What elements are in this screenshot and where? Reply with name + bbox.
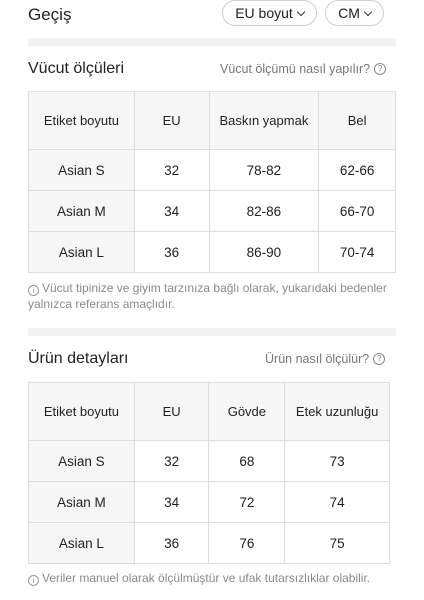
- product-details-table: Etiket boyutu EU Gövde Etek uzunluğu Asi…: [28, 382, 390, 564]
- table-cell: 70-74: [318, 231, 396, 273]
- column-header: Etek uzunluğu: [284, 382, 390, 441]
- size-label-cell: Asian L: [28, 522, 135, 564]
- info-circle-icon: i: [28, 575, 39, 587]
- chevron-down-icon: [363, 7, 373, 16]
- table-cell: 76: [208, 522, 286, 564]
- product-details-title: Ürün detayları: [28, 350, 129, 367]
- column-header: Etiket boyutu: [28, 91, 135, 150]
- table-cell: 34: [133, 190, 210, 232]
- body-measure-help-text: Vücut ölçümü nasıl yapılır?: [220, 62, 371, 76]
- table-cell: 36: [133, 522, 210, 564]
- size-system-dropdown[interactable]: EU boyut: [222, 0, 317, 26]
- column-header: EU: [133, 91, 210, 150]
- body-measurements-note-text: Vücut tipinize ve giyim tarzınıza bağlı …: [28, 281, 387, 311]
- table-cell: 66-70: [318, 190, 396, 232]
- table-cell: 34: [133, 481, 210, 523]
- table-cell: 72: [208, 481, 286, 523]
- table-header-row: Etiket boyutu EU Baskın yapmak Bel: [28, 91, 396, 150]
- column-header: EU: [133, 382, 210, 441]
- size-label-cell: Asian S: [28, 149, 135, 191]
- column-header: Baskın yapmak: [208, 91, 320, 150]
- product-details-note: i Veriler manuel olarak ölçülmüştür ve uf…: [28, 571, 388, 587]
- table-cell: 78-82: [208, 149, 320, 191]
- product-measure-help-text: Ürün nasıl ölçülür?: [265, 352, 370, 366]
- chevron-down-icon: [296, 7, 306, 16]
- table-cell: 82-86: [208, 190, 320, 232]
- size-label-cell: Asian M: [28, 190, 135, 232]
- table-row: Asian S 32 78-82 62-66: [28, 149, 396, 191]
- table-row: Asian S 32 68 73: [28, 440, 390, 482]
- table-cell: 75: [284, 522, 390, 564]
- unit-value: CM: [338, 5, 360, 21]
- column-header: Bel: [318, 91, 396, 150]
- table-cell: 32: [133, 149, 210, 191]
- column-header: Gövde: [208, 382, 286, 441]
- table-row: Asian L 36 86-90 70-74: [28, 231, 396, 273]
- body-measurements-table: Etiket boyutu EU Baskın yapmak Bel Asian…: [28, 91, 396, 273]
- table-cell: 86-90: [208, 231, 320, 273]
- body-measure-help-link[interactable]: Vücut ölçümü nasıl yapılır? ?: [220, 62, 387, 76]
- table-header-row: Etiket boyutu EU Gövde Etek uzunluğu: [28, 382, 390, 441]
- table-cell: 32: [133, 440, 210, 482]
- table-cell: 74: [284, 481, 390, 523]
- table-cell: 73: [284, 440, 390, 482]
- size-label-cell: Asian S: [28, 440, 135, 482]
- table-row: Asian M 34 82-86 66-70: [28, 190, 396, 232]
- unit-dropdown[interactable]: CM: [325, 0, 384, 26]
- product-details-note-text: Veriler manuel olarak ölçülmüştür ve ufa…: [42, 571, 371, 585]
- column-header: Etiket boyutu: [28, 382, 135, 441]
- section-divider: [28, 38, 396, 46]
- info-circle-icon: i: [28, 285, 39, 297]
- body-measurements-note: i Vücut tipinize ve giyim tarzınıza bağlı…: [28, 281, 388, 312]
- size-label-cell: Asian M: [28, 481, 135, 523]
- question-circle-icon: ?: [374, 63, 387, 75]
- top-bar: Geçiş EU boyut CM: [0, 0, 424, 30]
- table-cell: 62-66: [318, 149, 396, 191]
- size-system-value: EU boyut: [235, 5, 293, 21]
- body-measurements-title: Vücut ölçüleri: [28, 60, 125, 77]
- table-cell: 36: [133, 231, 210, 273]
- table-row: Asian L 36 76 75: [28, 522, 390, 564]
- section-divider: [28, 328, 396, 336]
- product-measure-help-link[interactable]: Ürün nasıl ölçülür? ?: [265, 352, 386, 366]
- question-circle-icon: ?: [373, 353, 386, 365]
- table-row: Asian M 34 72 74: [28, 481, 390, 523]
- table-cell: 68: [208, 440, 286, 482]
- size-label-cell: Asian L: [28, 231, 135, 273]
- page-title: Geçiş: [28, 5, 72, 24]
